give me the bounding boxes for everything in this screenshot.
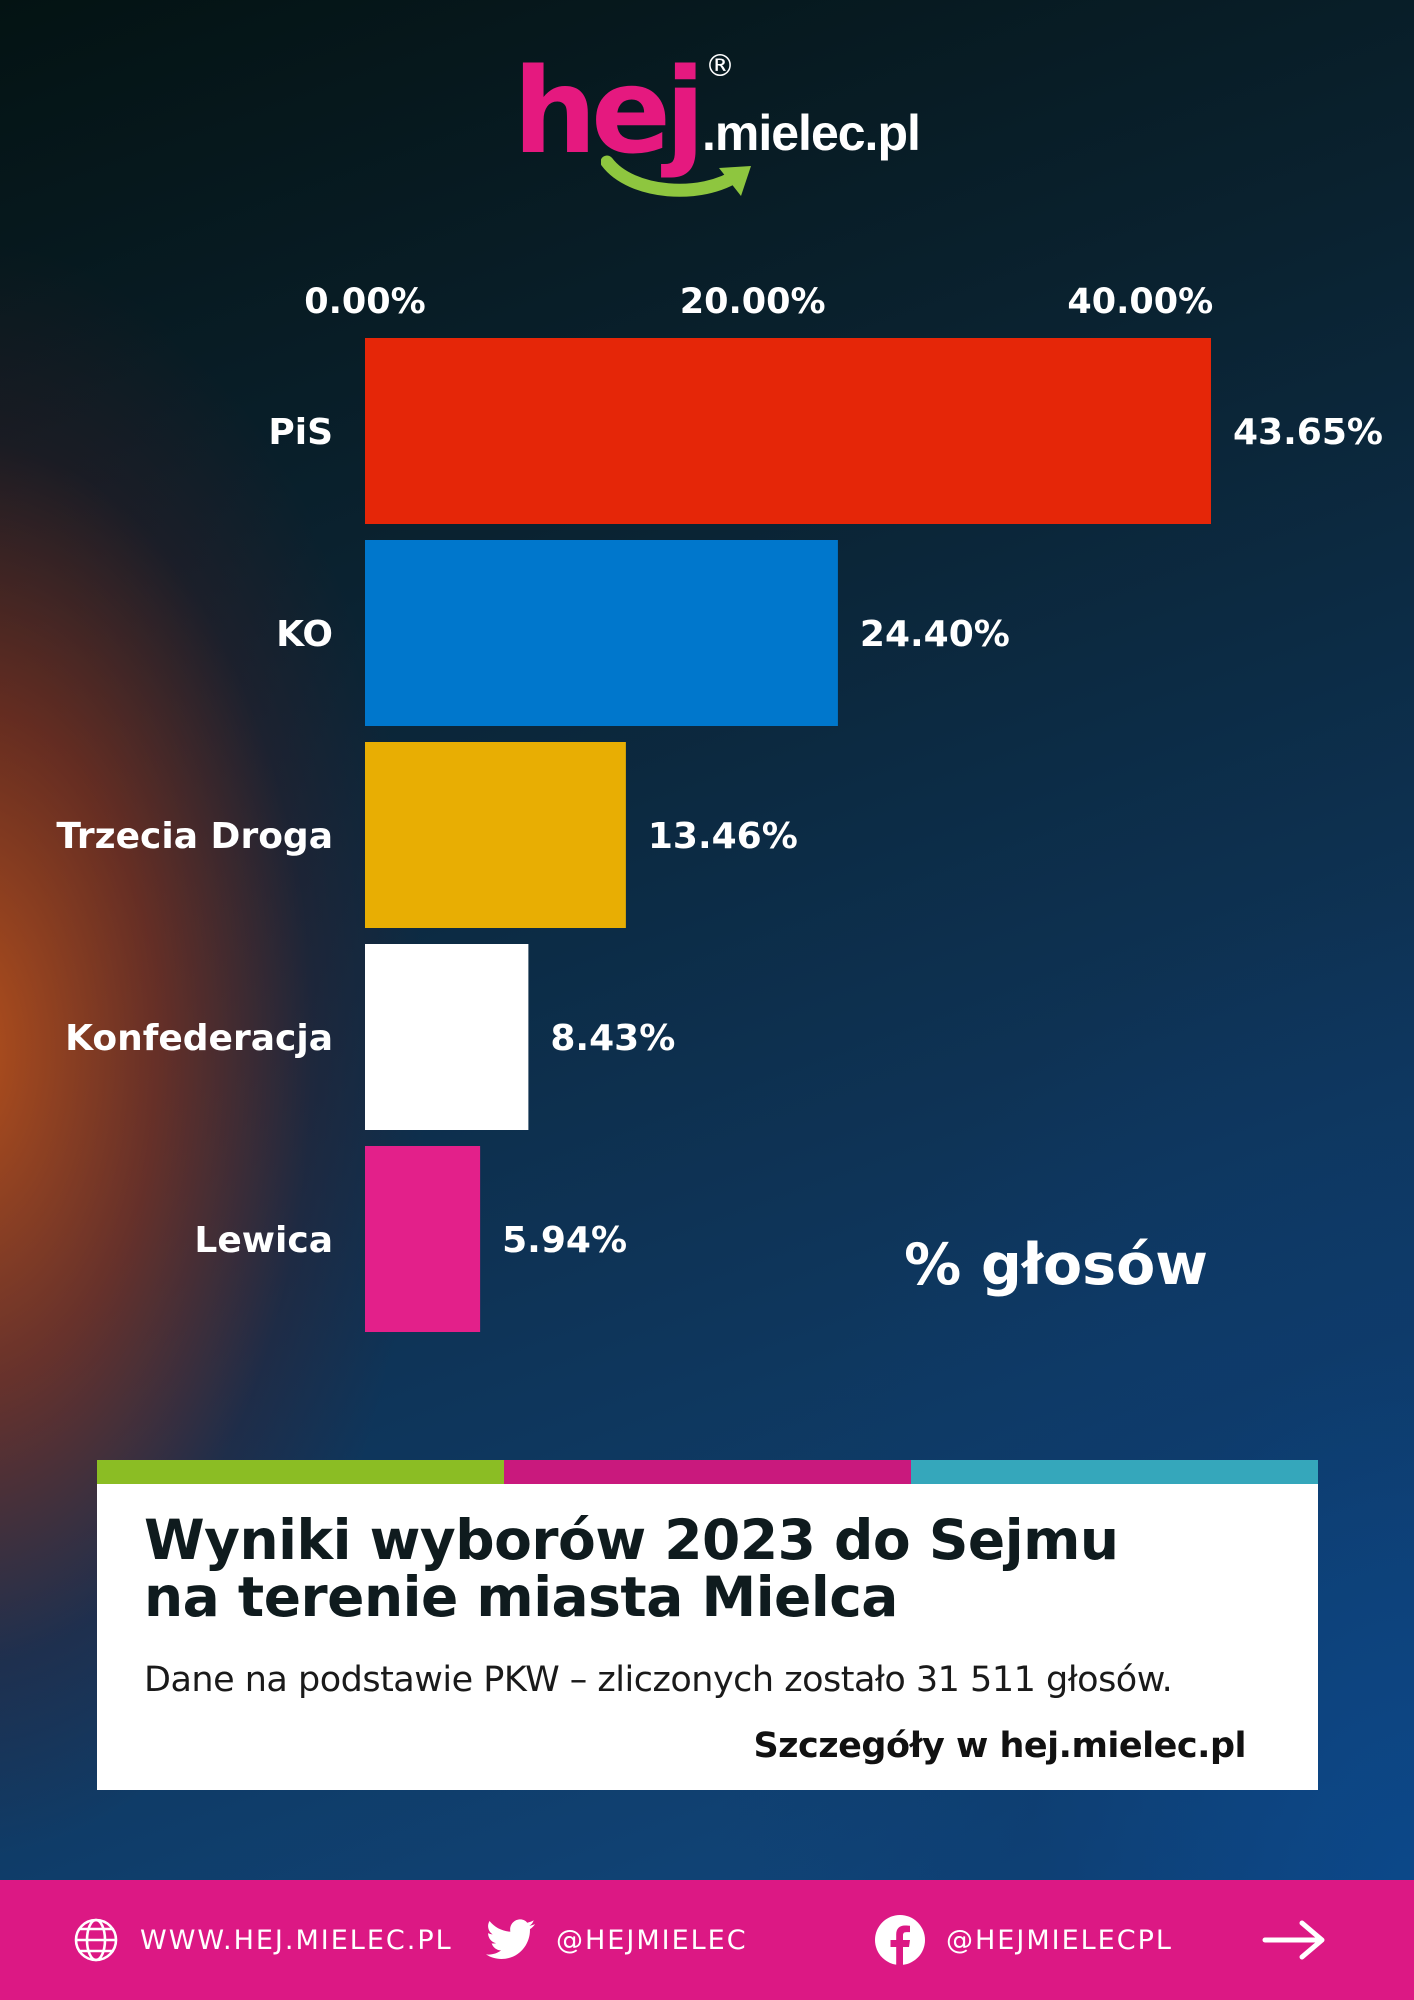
category-label: KO <box>276 614 333 655</box>
category-label: Konfederacja <box>65 1018 333 1059</box>
x-tick-label: 0.00% <box>304 282 425 322</box>
logo-word: hej <box>513 42 706 180</box>
value-label: 43.65% <box>1233 412 1383 453</box>
value-label: 5.94% <box>502 1220 627 1261</box>
next-arrow-button[interactable] <box>1262 1880 1328 2000</box>
footer-facebook-link[interactable]: @HEJMIELECPL <box>874 1880 1173 2000</box>
x-tick-label: 20.00% <box>680 282 826 322</box>
stripe-green <box>97 1460 504 1484</box>
bar <box>365 944 529 1130</box>
bar <box>365 540 838 726</box>
twitter-label: @HEJMIELEC <box>556 1924 748 1956</box>
bar <box>365 1146 481 1332</box>
card-color-stripes <box>97 1460 1318 1484</box>
card-subtitle: Dane na podstawie PKW – zliczonych zosta… <box>144 1660 1173 1700</box>
registered-mark: ® <box>705 49 735 84</box>
facebook-label: @HEJMIELECPL <box>946 1924 1173 1956</box>
twitter-icon <box>486 1919 536 1959</box>
category-label: Lewica <box>194 1220 333 1261</box>
card-title: Wyniki wyborów 2023 do Sejmu na terenie … <box>144 1512 1294 1626</box>
chart-annotation: % głosów <box>904 1232 1208 1298</box>
value-label: 8.43% <box>550 1018 675 1059</box>
stripe-teal <box>911 1460 1318 1484</box>
footer-bar: WWW.HEJ.MIELEC.PL @HEJMIELEC @HEJMIELECP… <box>0 1880 1414 2000</box>
bar <box>365 742 626 928</box>
value-label: 24.40% <box>860 614 1010 655</box>
stripe-pink <box>504 1460 911 1484</box>
card-title-line-2: na terenie miasta Mielca <box>144 1565 898 1629</box>
category-label: Trzecia Droga <box>56 816 333 857</box>
bar <box>365 338 1211 524</box>
value-label: 13.46% <box>648 816 798 857</box>
arrow-right-icon <box>1262 1920 1325 1960</box>
category-label: PiS <box>268 412 333 453</box>
bar-chart: 0.00% 20.00% 40.00% PiS 43.65% KO 24.40% Trzeci… <box>56 282 1383 1332</box>
details-link[interactable]: Szczegóły w hej.mielec.pl <box>753 1726 1246 1766</box>
footer-twitter-link[interactable]: @HEJMIELEC <box>486 1880 748 2000</box>
website-label: WWW.HEJ.MIELEC.PL <box>140 1924 453 1956</box>
info-card: Wyniki wyborów 2023 do Sejmu na terenie … <box>97 1484 1318 1790</box>
facebook-icon <box>875 1915 925 1966</box>
x-tick-label: 40.00% <box>1067 282 1213 322</box>
brand-logo[interactable]: hej ® .mielec.pl <box>505 48 925 208</box>
globe-icon <box>74 1918 118 1962</box>
card-title-line-1: Wyniki wyborów 2023 do Sejmu <box>144 1508 1119 1572</box>
logo-domain: .mielec.pl <box>702 105 921 161</box>
footer-website-link[interactable]: WWW.HEJ.MIELEC.PL <box>72 1880 453 2000</box>
logo-arrow-icon <box>601 155 751 197</box>
